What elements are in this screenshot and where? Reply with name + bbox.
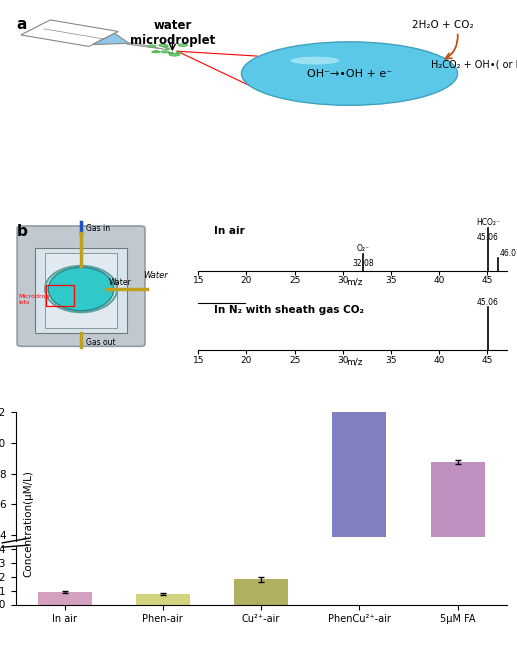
Bar: [38, 595, 92, 597]
Bar: [234, 594, 288, 597]
Polygon shape: [21, 20, 118, 46]
Circle shape: [163, 46, 169, 47]
Bar: [136, 594, 190, 604]
Bar: [136, 595, 190, 597]
Bar: [431, 462, 484, 538]
FancyBboxPatch shape: [45, 253, 117, 328]
FancyBboxPatch shape: [17, 226, 145, 346]
FancyBboxPatch shape: [35, 248, 127, 333]
Text: 45.06: 45.06: [477, 298, 499, 307]
Text: 32.08: 32.08: [352, 259, 374, 268]
Circle shape: [152, 51, 158, 53]
Text: In air: In air: [214, 226, 245, 235]
Bar: [234, 580, 288, 604]
Text: m/z: m/z: [346, 278, 362, 287]
Bar: [332, 379, 386, 538]
Text: Concentration(μM/L): Concentration(μM/L): [23, 470, 34, 577]
Bar: [332, 0, 386, 70]
Text: Water: Water: [143, 270, 168, 280]
Circle shape: [169, 53, 173, 54]
Text: m/z: m/z: [346, 358, 362, 367]
Text: Gas out: Gas out: [86, 338, 116, 347]
Text: 2H₂O + CO₂: 2H₂O + CO₂: [412, 20, 474, 30]
Circle shape: [178, 44, 188, 46]
Bar: [45, 285, 73, 306]
Polygon shape: [93, 33, 129, 45]
Text: water
microdroplet: water microdroplet: [130, 19, 215, 47]
Circle shape: [161, 51, 169, 53]
Text: a: a: [17, 18, 27, 32]
Text: In N₂ with sheath gas CO₂: In N₂ with sheath gas CO₂: [214, 305, 363, 315]
Bar: [431, 0, 484, 70]
Text: O₂⁻: O₂⁻: [356, 244, 369, 253]
Text: Water: Water: [109, 278, 132, 287]
Circle shape: [241, 42, 458, 105]
Ellipse shape: [48, 267, 114, 311]
Text: OH⁻→•OH + e⁻: OH⁻→•OH + e⁻: [307, 68, 392, 79]
Circle shape: [153, 51, 160, 53]
Circle shape: [169, 53, 180, 56]
Text: 45.06: 45.06: [477, 233, 499, 242]
Text: Microdrop
lets: Microdrop lets: [19, 294, 50, 305]
Text: H₂CO₂ + OH•( or H₂O₂): H₂CO₂ + OH•( or H₂O₂): [432, 59, 517, 69]
Circle shape: [176, 52, 181, 53]
Circle shape: [166, 48, 170, 49]
Bar: [38, 592, 92, 604]
Text: Gas in: Gas in: [86, 224, 110, 233]
Circle shape: [148, 45, 156, 47]
Circle shape: [159, 44, 168, 47]
Polygon shape: [127, 42, 168, 50]
Ellipse shape: [291, 57, 340, 64]
Text: b: b: [17, 224, 28, 239]
Text: 46.07: 46.07: [499, 249, 517, 257]
Circle shape: [168, 53, 173, 54]
Text: HCO₂⁻: HCO₂⁻: [476, 218, 500, 227]
